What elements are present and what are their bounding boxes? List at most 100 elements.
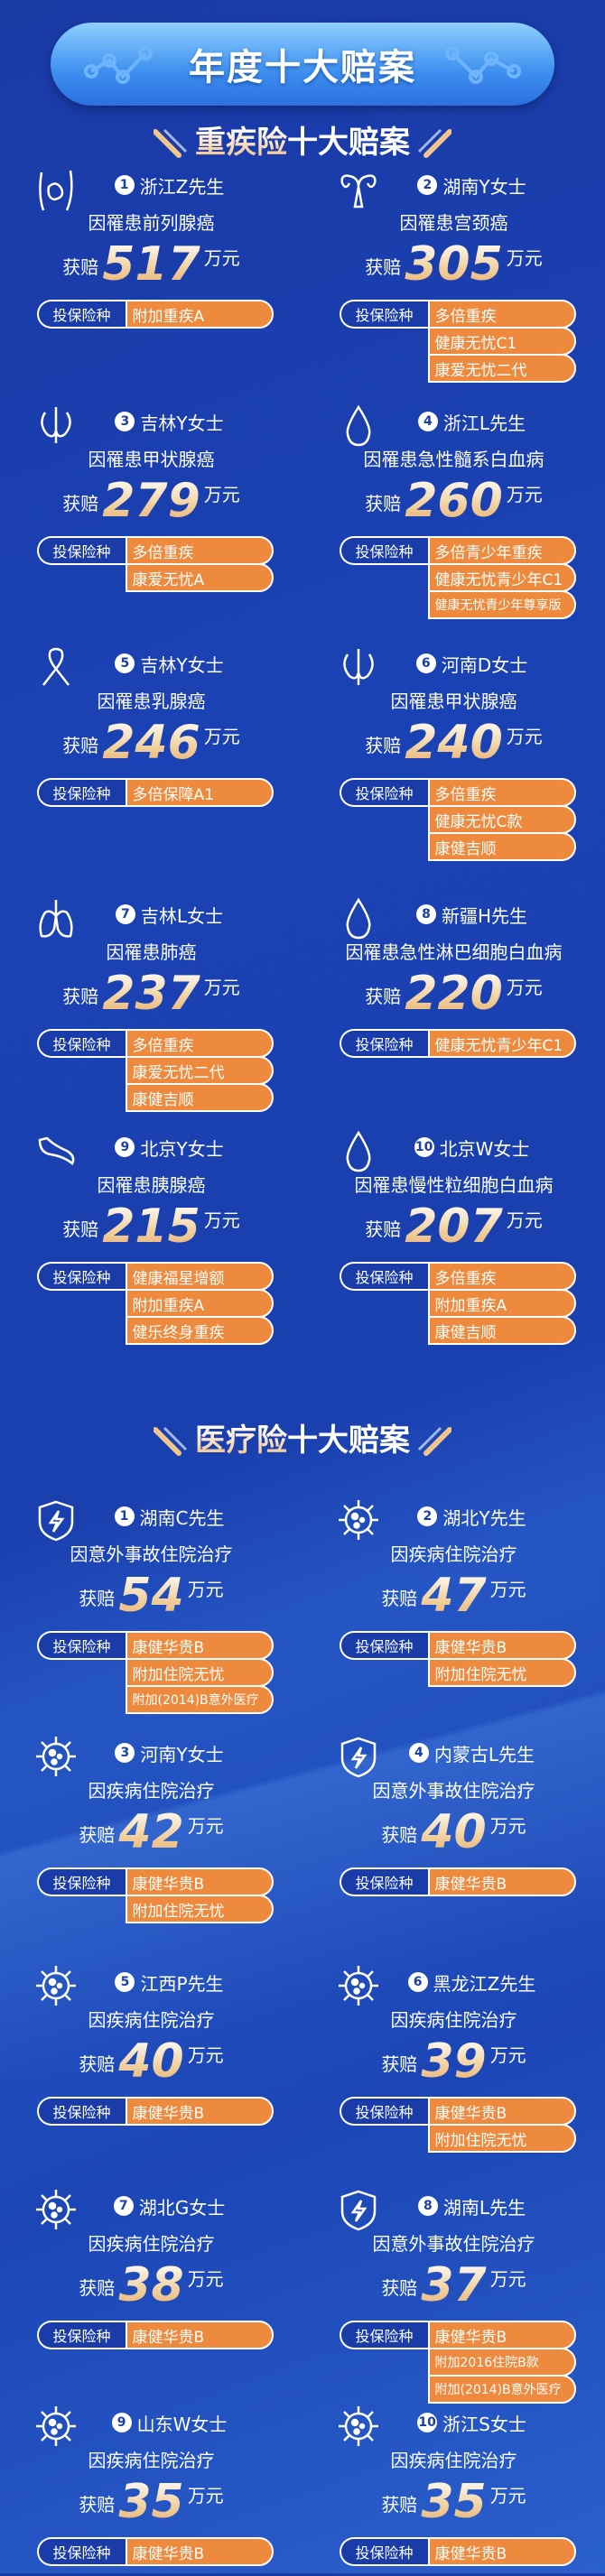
blood-drop-icon [337,896,380,945]
insurance-plans: 投保险种 健康福星增额 附加重疾A 健乐终身重疾 [36,1262,274,1345]
plan-item: 康健吉顺 [427,1316,576,1345]
thyroid-icon [337,645,380,694]
payout-unit: 万元 [506,1209,543,1231]
case-name-line: 8 新疆H先生 [415,896,527,932]
payout-amount: 获赔 237 万元 [62,966,240,1022]
case-name-line: 10 北京W女士 [414,1129,529,1165]
case-name-line: 7 吉林L女士 [115,896,223,932]
plan-label: 投保险种 [36,2321,126,2349]
payout-prefix: 获赔 [62,735,99,756]
case-card: 4 内蒙古L先生 因意外事故住院治疗 获赔 40 万元 投保险种 康健华贵B [302,1735,605,1964]
insurance-plans: 投保险种 康健华贵B 附加住院无忧 [339,1631,576,1687]
uterus-icon [337,167,380,216]
plan-item: 康健华贵B [125,1867,274,1896]
rank-badge: 9 [111,2413,132,2432]
plan-label: 投保险种 [36,1867,126,1896]
case-diagnosis: 因罹患甲状腺癌 [88,449,215,470]
payout-number: 39 [421,2034,487,2089]
payout-amount: 获赔 54 万元 [79,1568,223,1624]
payout-number: 47 [421,1569,487,1623]
plan-item: 健康无忧C1 [427,327,576,356]
payout-amount: 获赔 220 万元 [365,966,543,1022]
plan-label: 投保险种 [36,1262,126,1291]
plan-item: 康健华贵B [125,2321,274,2349]
payout-amount: 获赔 38 万元 [79,2257,223,2313]
payout-prefix: 获赔 [381,2494,418,2516]
rank-badge: 2 [417,1506,438,1526]
plan-label: 投保险种 [36,2537,126,2566]
plan-item: 康健华贵B [125,1631,274,1660]
plan-label: 投保险种 [36,300,126,329]
case-diagnosis: 因罹患甲状腺癌 [390,690,517,712]
payout-amount: 获赔 517 万元 [62,236,240,292]
insurance-plans: 投保险种 多倍重疾 康爱无忧二代 康健吉顺 [36,1029,274,1112]
case-diagnosis: 因罹患乳腺癌 [97,690,206,712]
case-name: 湖北Y先生 [442,1506,526,1529]
plan-label: 投保险种 [339,1631,428,1660]
case-name-line: 8 湖南L先生 [417,2188,526,2224]
plan-list: 多倍重疾 健康无忧C款 康健吉顺 [427,778,576,861]
pancreas-icon [34,1129,78,1178]
payout-unit: 万元 [489,1579,526,1600]
virus-icon [34,1735,78,1784]
payout-number: 220 [405,967,503,1021]
virus-icon [337,2405,380,2453]
case-diagnosis: 因罹患慢性粒细胞白血病 [354,1174,554,1196]
case-diagnosis: 因疾病住院治疗 [88,1780,215,1802]
case-diagnosis: 因意外事故住院治疗 [372,2233,535,2255]
plan-label: 投保险种 [36,2097,126,2126]
rank-badge: 5 [115,1972,135,1992]
case-card: 10 北京W女士 因罹患慢性粒细胞白血病 获赔 207 万元 投保险种 多倍重疾 附加重疾A 康健… [302,1129,605,1373]
critical-illness-cases: 1 浙江Z先生 因罹患前列腺癌 获赔 517 万元 投保险种 附加重疾A 2 湖南Y女士 因罹患宫颈… [0,167,605,1373]
case-name: 吉林Y女士 [140,412,224,434]
payout-number: 240 [405,716,503,770]
case-name: 浙江S女士 [442,2413,526,2435]
payout-unit: 万元 [187,2268,224,2290]
molecule-decoration-icon [445,46,521,84]
payout-prefix: 获赔 [365,986,402,1007]
virus-icon [34,1964,78,2013]
plan-item: 附加住院无忧 [427,2124,576,2153]
payout-number: 54 [118,1569,184,1623]
plan-item: 多倍重疾 [427,300,576,329]
plan-label: 投保险种 [339,300,428,329]
plan-label: 投保险种 [339,1029,428,1058]
payout-prefix: 获赔 [365,735,402,756]
plan-label: 投保险种 [36,1029,126,1058]
payout-unit: 万元 [203,726,240,747]
payout-unit: 万元 [203,977,240,998]
streak-decoration-icon [417,128,452,158]
plan-label: 投保险种 [339,536,428,565]
case-card: 2 湖北Y先生 因疾病住院治疗 获赔 47 万元 投保险种 康健华贵B 附加住院无忧 [302,1498,605,1735]
streak-decoration-icon [153,128,188,158]
streak-decoration-icon [153,1426,188,1456]
plan-item: 健康无忧C款 [427,805,576,834]
payout-amount: 获赔 207 万元 [365,1199,543,1255]
plan-item: 多倍重疾 [125,1029,274,1058]
rank-badge: 3 [115,1743,135,1763]
virus-icon [34,2405,78,2453]
rank-badge: 10 [414,1137,434,1157]
rank-badge: 5 [115,653,135,673]
virus-icon [34,2188,78,2237]
payout-prefix: 获赔 [365,256,402,278]
case-name-line: 9 山东W女士 [111,2405,227,2441]
plan-label: 投保险种 [339,778,428,807]
case-name: 湖北G女士 [138,2196,226,2219]
case-card: 4 浙江L先生 因罹患急性髓系白血病 获赔 260 万元 投保险种 多倍青少年重疾 健康无忧青少… [302,403,605,645]
plan-item: 康健华贵B [427,1631,576,1660]
plan-label: 投保险种 [339,2321,428,2349]
plan-list: 康健华贵B [125,2537,274,2566]
rank-badge: 8 [417,2196,438,2216]
plan-item: 康健华贵B [427,2097,576,2126]
payout-amount: 获赔 35 万元 [381,2474,526,2530]
plan-list: 多倍青少年重疾 健康无忧青少年C1 健康无忧青少年尊享版 [427,536,576,619]
case-name-line: 6 河南D女士 [415,645,527,681]
payout-amount: 获赔 40 万元 [381,1804,526,1860]
payout-number: 40 [421,1805,487,1859]
plan-item: 多倍青少年重疾 [427,536,576,565]
plan-list: 康健华贵B 附加住院无忧 [427,2097,576,2153]
plan-item: 康健吉顺 [125,1083,274,1112]
plan-item: 健康福星增额 [125,1262,274,1291]
payout-amount: 获赔 40 万元 [79,2034,223,2090]
